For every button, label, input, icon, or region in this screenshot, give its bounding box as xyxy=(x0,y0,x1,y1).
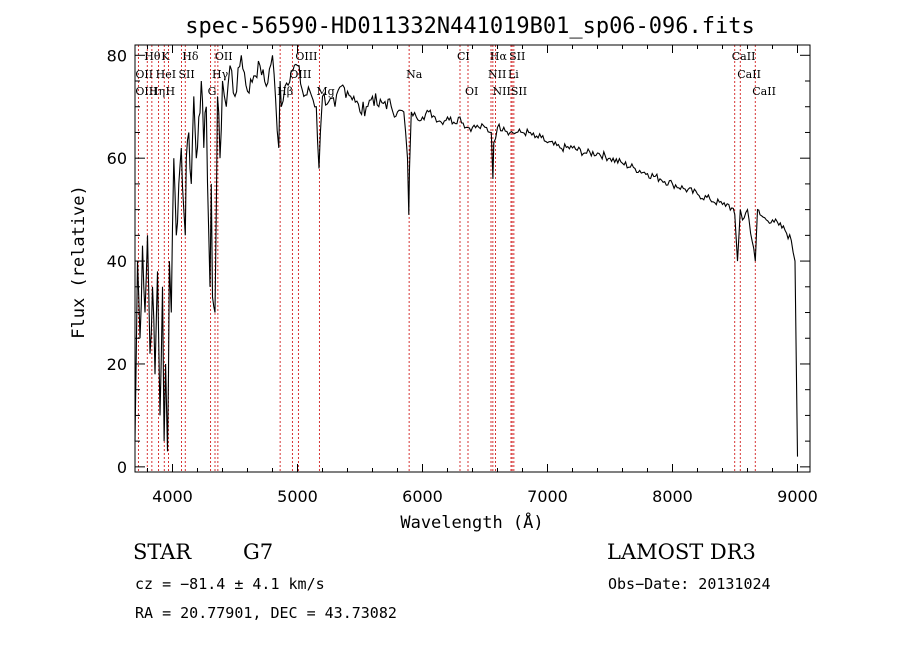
object-subclass: G7 xyxy=(243,540,274,564)
x-axis-label: Wavelength (Å) xyxy=(400,511,543,533)
emission-label-nii: NII xyxy=(493,85,511,98)
y-axis-ticks: 0 20 40 60 80 xyxy=(107,46,810,477)
emission-label-li: Li xyxy=(508,68,519,81)
emission-label-oi: OI xyxy=(465,85,478,98)
x-tick-label: 7000 xyxy=(527,487,568,506)
y-tick-label: 40 xyxy=(107,252,127,271)
emission-label-h: H xyxy=(166,85,176,98)
plot-frame xyxy=(134,44,811,473)
x-tick-label: 4000 xyxy=(152,487,193,506)
chart-title: spec-56590-HD011332N441019B01_sp06-096.f… xyxy=(185,14,755,39)
emission-label-oiii: OIII xyxy=(289,68,311,81)
x-tick-label: 6000 xyxy=(402,487,443,506)
emission-label-oiii: OIII xyxy=(295,50,317,63)
y-axis-label: Flux (relative) xyxy=(69,185,89,339)
emission-label-hei: HeI xyxy=(156,68,176,81)
object-type: STAR xyxy=(133,540,192,564)
emission-label-hα: Hα xyxy=(490,50,508,63)
emission-label-hθ: Hθ xyxy=(144,50,161,63)
emission-label-caii: CaII xyxy=(732,50,756,63)
emission-label-hγ: Hγ xyxy=(212,68,229,81)
emission-label-nii: NII xyxy=(488,68,506,81)
emission-label-sii: SII xyxy=(511,85,527,98)
emission-label-oii: OII xyxy=(215,50,233,63)
y-tick-label: 60 xyxy=(107,149,127,168)
x-axis-ticks: 4000 5000 6000 7000 8000 9000 xyxy=(147,45,818,506)
survey-name: LAMOST DR3 xyxy=(607,540,756,564)
y-tick-label: 80 xyxy=(107,46,127,65)
emission-line-markers xyxy=(137,45,756,472)
emission-label-ci: CI xyxy=(457,50,470,63)
coordinates-text: RA = 20.77901, DEC = 43.73082 xyxy=(135,604,397,622)
y-tick-label: 20 xyxy=(107,355,127,374)
emission-label-k: K xyxy=(161,50,170,63)
emission-label-sii: SII xyxy=(179,68,195,81)
emission-label-hη: Hη xyxy=(149,85,165,98)
spectrum-line xyxy=(134,55,799,457)
emission-label-sii: SII xyxy=(509,50,525,63)
emission-label-oii: OII xyxy=(135,68,153,81)
emission-label-mg: Mg xyxy=(316,85,334,98)
emission-label-caii: CaII xyxy=(737,68,761,81)
x-tick-label: 9000 xyxy=(777,487,818,506)
x-tick-label: 5000 xyxy=(277,487,318,506)
x-tick-label: 8000 xyxy=(652,487,693,506)
emission-label-g: G xyxy=(208,85,217,98)
redshift-text: cz = −81.4 ± 4.1 km/s xyxy=(135,575,325,593)
emission-label-hδ: Hδ xyxy=(182,50,199,63)
emission-label-oiii: OIII xyxy=(135,85,157,98)
obs-date: Obs−Date: 20131024 xyxy=(608,575,771,593)
y-tick-label: 0 xyxy=(117,458,127,477)
emission-label-na: Na xyxy=(406,68,423,81)
emission-label-caii: CaII xyxy=(752,85,776,98)
